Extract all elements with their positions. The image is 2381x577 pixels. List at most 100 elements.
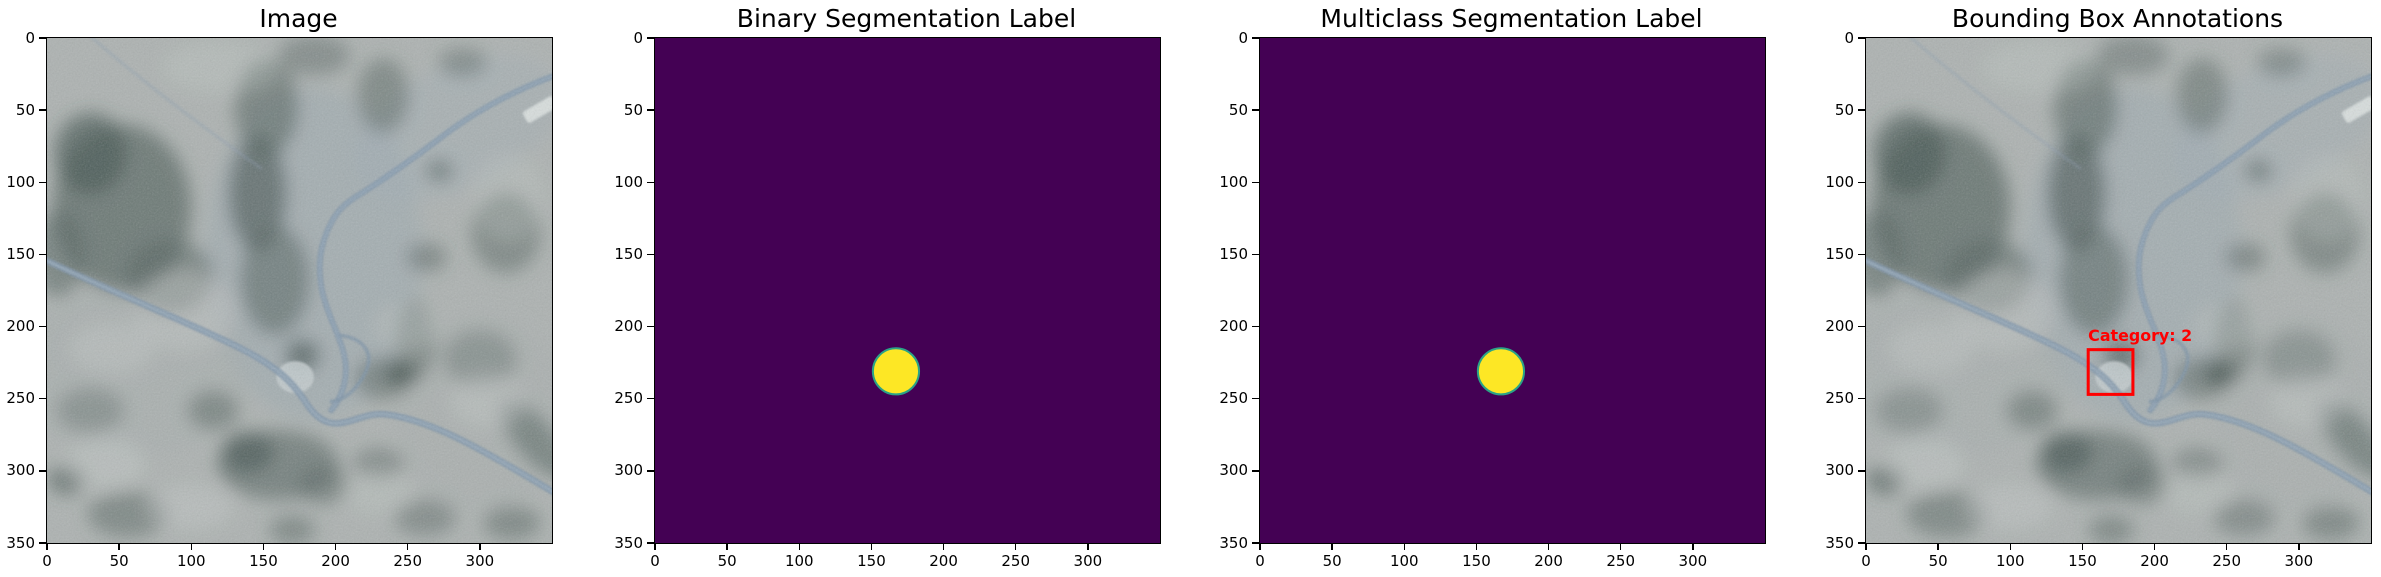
y-tick-mark (646, 542, 654, 544)
y-tick-mark (1857, 109, 1865, 111)
x-tick-mark (1331, 543, 1333, 550)
subplot-image: Image 0 50 100 150 200 250 300 350 0 50 100 150 200 2… (6, 0, 553, 577)
y-tick-label: 100 (614, 172, 643, 191)
x-tick-mark (2298, 543, 2300, 550)
x-tick-label: 300 (465, 552, 495, 570)
y-tick-mark (1857, 470, 1865, 472)
x-tick-label: 50 (1322, 552, 1342, 570)
y-tick-label: 100 (6, 172, 35, 191)
x-tick-label: 250 (2212, 552, 2242, 570)
subplot-title-bounding-box-annotations: Bounding Box Annotations (1951, 4, 2284, 33)
x-tick-label: 50 (1928, 552, 1948, 570)
y-tick-mark (38, 542, 46, 544)
x-tick-label: 0 (1861, 552, 1871, 570)
x-tick-mark (1865, 543, 1867, 550)
subplot-bounding-box-annotations: Bounding Box Annotations Category: 2 0 50… (1825, 0, 2372, 577)
x-tick-label: 250 (1001, 552, 1031, 570)
y-tick-label: 250 (6, 389, 35, 408)
y-tick-mark (1251, 542, 1259, 544)
y-tick-mark (1251, 37, 1259, 39)
y-tick-mark (646, 37, 654, 39)
y-tick-label: 300 (1219, 461, 1248, 480)
y-tick-label: 0 (1238, 28, 1248, 47)
y-tick-label: 50 (1228, 100, 1248, 119)
x-tick-mark (479, 543, 481, 550)
y-tick-label: 300 (6, 461, 35, 480)
y-tick-label: 250 (1825, 389, 1854, 408)
y-tick-mark (1251, 181, 1259, 184)
y-tick-label: 50 (15, 100, 35, 119)
y-tick-mark (38, 470, 46, 472)
x-tick-label: 250 (1606, 552, 1636, 570)
multiclass-segmentation-plot-area: 0 50 100 150 200 250 300 350 0 50 100 150 200 250 300 (1219, 29, 1766, 570)
subplot-binary-segmentation: Binary Segmentation Label 0 50 100 150 200 25… (614, 0, 1161, 577)
x-tick-mark (654, 543, 656, 550)
y-tick-mark (1857, 181, 1865, 184)
x-tick-mark (406, 543, 409, 550)
x-tick-mark (1937, 543, 1939, 550)
segmentation-background (655, 38, 1160, 543)
x-tick-mark (118, 543, 120, 550)
y-tick-label: 150 (614, 244, 643, 263)
y-tick-mark (1251, 109, 1259, 111)
y-tick-label: 350 (614, 533, 643, 552)
y-tick-label: 200 (1219, 317, 1248, 336)
y-tick-mark (1857, 325, 1865, 328)
x-tick-label: 200 (2140, 552, 2169, 570)
y-tick-label: 300 (1825, 461, 1854, 480)
segmentation-mask-circle (1476, 347, 1526, 396)
y-tick-mark (38, 109, 46, 111)
x-tick-label: 100 (784, 552, 814, 570)
y-tick-label: 200 (1825, 317, 1854, 336)
x-tick-label: 200 (321, 552, 350, 570)
x-tick-label: 150 (1462, 552, 1491, 570)
subplot-title-multiclass-segmentation: Multiclass Segmentation Label (1320, 4, 1703, 33)
x-tick-label: 0 (42, 552, 52, 570)
x-tick-mark (190, 543, 193, 550)
x-tick-mark (2009, 543, 2012, 550)
y-tick-label: 150 (1825, 244, 1854, 263)
y-tick-label: 350 (1219, 533, 1248, 552)
x-tick-label: 300 (2284, 552, 2314, 570)
subplot-title-binary-segmentation: Binary Segmentation Label (736, 4, 1077, 33)
binary-segmentation-plot-area: 0 50 100 150 200 250 300 350 0 50 100 150 200 250 300 (614, 29, 1161, 570)
y-tick-label: 200 (614, 317, 643, 336)
y-tick-mark (646, 181, 654, 184)
y-tick-label: 0 (1844, 28, 1854, 47)
y-tick-label: 50 (1834, 100, 1854, 119)
x-tick-label: 100 (1389, 552, 1419, 570)
y-tick-label: 150 (1219, 244, 1248, 263)
y-tick-mark (1857, 253, 1865, 256)
x-tick-label: 150 (857, 552, 886, 570)
x-tick-mark (942, 543, 945, 550)
x-tick-label: 0 (1255, 552, 1265, 570)
y-tick-label: 50 (623, 100, 643, 119)
x-tick-label: 50 (109, 552, 129, 570)
y-tick-label: 250 (1219, 389, 1248, 408)
y-tick-mark (646, 397, 654, 400)
x-tick-mark (798, 543, 801, 550)
x-tick-mark (1403, 543, 1406, 550)
y-tick-mark (646, 253, 654, 256)
x-tick-mark (1475, 543, 1478, 550)
x-tick-label: 0 (650, 552, 660, 570)
y-tick-label: 200 (6, 317, 35, 336)
y-tick-mark (1251, 397, 1259, 400)
segmentation-mask-circle (871, 347, 921, 396)
y-tick-label: 150 (6, 244, 35, 263)
x-tick-mark (2081, 543, 2084, 550)
x-tick-label: 150 (249, 552, 278, 570)
x-tick-mark (1087, 543, 1089, 550)
x-tick-mark (1014, 543, 1017, 550)
x-tick-mark (870, 543, 873, 550)
y-tick-mark (1857, 37, 1865, 39)
y-tick-mark (1857, 542, 1865, 544)
y-tick-label: 300 (614, 461, 643, 480)
x-tick-label: 300 (1678, 552, 1708, 570)
x-tick-mark (262, 543, 265, 550)
x-tick-label: 100 (176, 552, 206, 570)
segmentation-background (1260, 38, 1765, 543)
x-tick-mark (334, 543, 337, 550)
bounding-box-plot-area: Category: 2 0 50 100 150 200 250 300 350 0 50 100 1… (1825, 29, 2372, 570)
y-tick-label: 100 (1219, 172, 1248, 191)
